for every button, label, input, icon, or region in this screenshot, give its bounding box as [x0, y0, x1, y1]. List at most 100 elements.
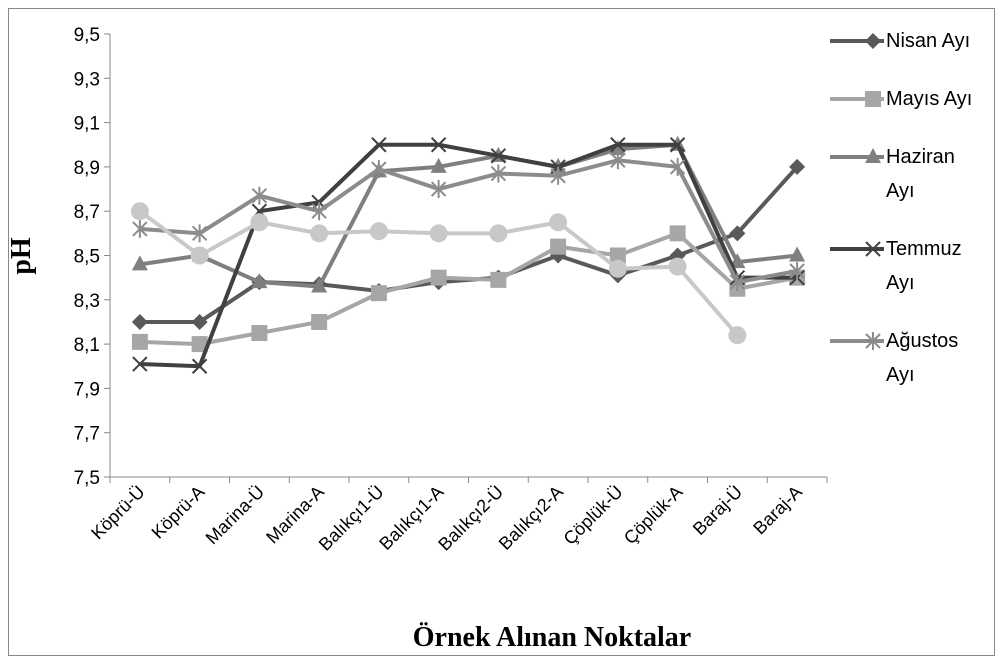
legend-item: Haziran Ayı: [828, 140, 998, 208]
marker: [669, 225, 686, 242]
marker: [789, 246, 806, 262]
marker: [191, 336, 208, 353]
marker: [490, 164, 507, 183]
legend-label: Haziran Ayı: [886, 146, 955, 202]
frame: [8, 8, 995, 656]
legend-swatch: [830, 33, 884, 49]
marker: [609, 247, 626, 264]
x-tick-label: Marina-Ü: [202, 482, 268, 548]
marker: [550, 238, 567, 255]
x-tick-label: Köprü-A: [148, 482, 209, 543]
marker: [371, 160, 387, 179]
marker: [311, 202, 327, 221]
x-tick-label: Balıkçı1-Ü: [315, 482, 388, 555]
marker: [865, 148, 881, 163]
marker: [550, 166, 566, 185]
legend-swatch: [830, 332, 884, 350]
y-tick-label: 9,3: [74, 69, 100, 90]
legend-item: Temmuz Ayı: [828, 232, 998, 300]
legend-item: Mayıs Ayı: [828, 82, 998, 116]
marker: [250, 213, 269, 232]
marker: [131, 333, 148, 350]
marker: [429, 224, 448, 243]
legend-label: Mayıs Ayı: [886, 88, 973, 110]
marker: [789, 158, 806, 175]
y-tick-label: 8,9: [74, 158, 100, 179]
x-tick-label: Çöplük-A: [620, 482, 686, 548]
marker: [191, 313, 208, 330]
marker: [370, 285, 387, 302]
marker: [729, 225, 746, 242]
x-tick-label: Balıkçı2-A: [495, 482, 567, 554]
x-tick-label: Baraj-Ü: [689, 482, 746, 539]
marker: [132, 356, 148, 372]
marker: [610, 137, 626, 153]
x-axis-title: Örnek Alınan Noktalar: [413, 622, 691, 653]
marker: [310, 224, 329, 243]
marker: [608, 259, 627, 278]
legend-label: Ağustos Ayı: [886, 330, 959, 386]
y-tick-label: 8,3: [74, 291, 100, 312]
marker: [191, 224, 208, 243]
marker: [371, 137, 387, 153]
marker: [549, 213, 568, 232]
legend-label: Temmuz Ayı: [886, 238, 962, 294]
marker: [132, 219, 148, 238]
legend: Nisan Ayı Mayıs Ayı Haziran Ayı Temmuz Ayı A…: [828, 24, 998, 416]
marker: [610, 151, 626, 170]
legend-swatch: [830, 241, 884, 257]
marker: [728, 326, 747, 345]
y-tick-label: 9,1: [74, 114, 100, 135]
x-tick-label: Balıkçı2-Ü: [434, 482, 507, 555]
marker: [251, 325, 268, 342]
marker: [191, 358, 208, 374]
x-tick-label: Köprü-Ü: [87, 482, 149, 544]
marker: [251, 273, 268, 289]
marker: [668, 257, 687, 276]
marker: [190, 246, 209, 265]
marker: [430, 157, 447, 173]
marker: [369, 222, 388, 241]
marker: [131, 255, 148, 271]
legend-item: Nisan Ayı: [828, 24, 998, 58]
marker: [729, 273, 746, 292]
marker: [865, 33, 881, 49]
marker: [865, 91, 881, 107]
y-tick-label: 8,5: [74, 247, 100, 268]
marker: [490, 148, 507, 164]
marker: [865, 241, 881, 257]
marker: [311, 313, 328, 330]
marker: [130, 202, 149, 221]
y-tick-label: 9,5: [74, 25, 100, 46]
marker: [609, 140, 626, 156]
y-axis-title: pH: [6, 237, 37, 275]
y-tick-label: 8,1: [74, 335, 100, 356]
y-tick-label: 7,5: [74, 468, 100, 489]
marker: [131, 313, 148, 330]
x-tick-label: Çöplük-Ü: [560, 482, 627, 549]
y-tick-label: 8,7: [74, 202, 100, 223]
marker: [251, 186, 268, 205]
marker: [669, 137, 686, 153]
x-tick-label: Baraj-A: [749, 482, 806, 539]
marker: [430, 180, 447, 199]
marker: [669, 157, 686, 176]
marker: [430, 137, 447, 153]
marker: [489, 224, 508, 243]
series-line: [139, 142, 798, 369]
legend-label: Nisan Ayı: [886, 30, 971, 52]
legend-item: Ağustos Ayı: [828, 324, 998, 392]
marker: [865, 332, 881, 350]
marker: [490, 271, 507, 288]
legend-swatch: [830, 148, 884, 163]
y-tick-label: 7,7: [74, 424, 100, 445]
marker: [789, 262, 805, 281]
legend-swatch: [830, 91, 884, 107]
series-line: [139, 231, 798, 347]
marker: [311, 277, 328, 293]
series-line: [139, 158, 798, 285]
y-tick-label: 7,9: [74, 379, 100, 400]
marker: [430, 269, 447, 286]
